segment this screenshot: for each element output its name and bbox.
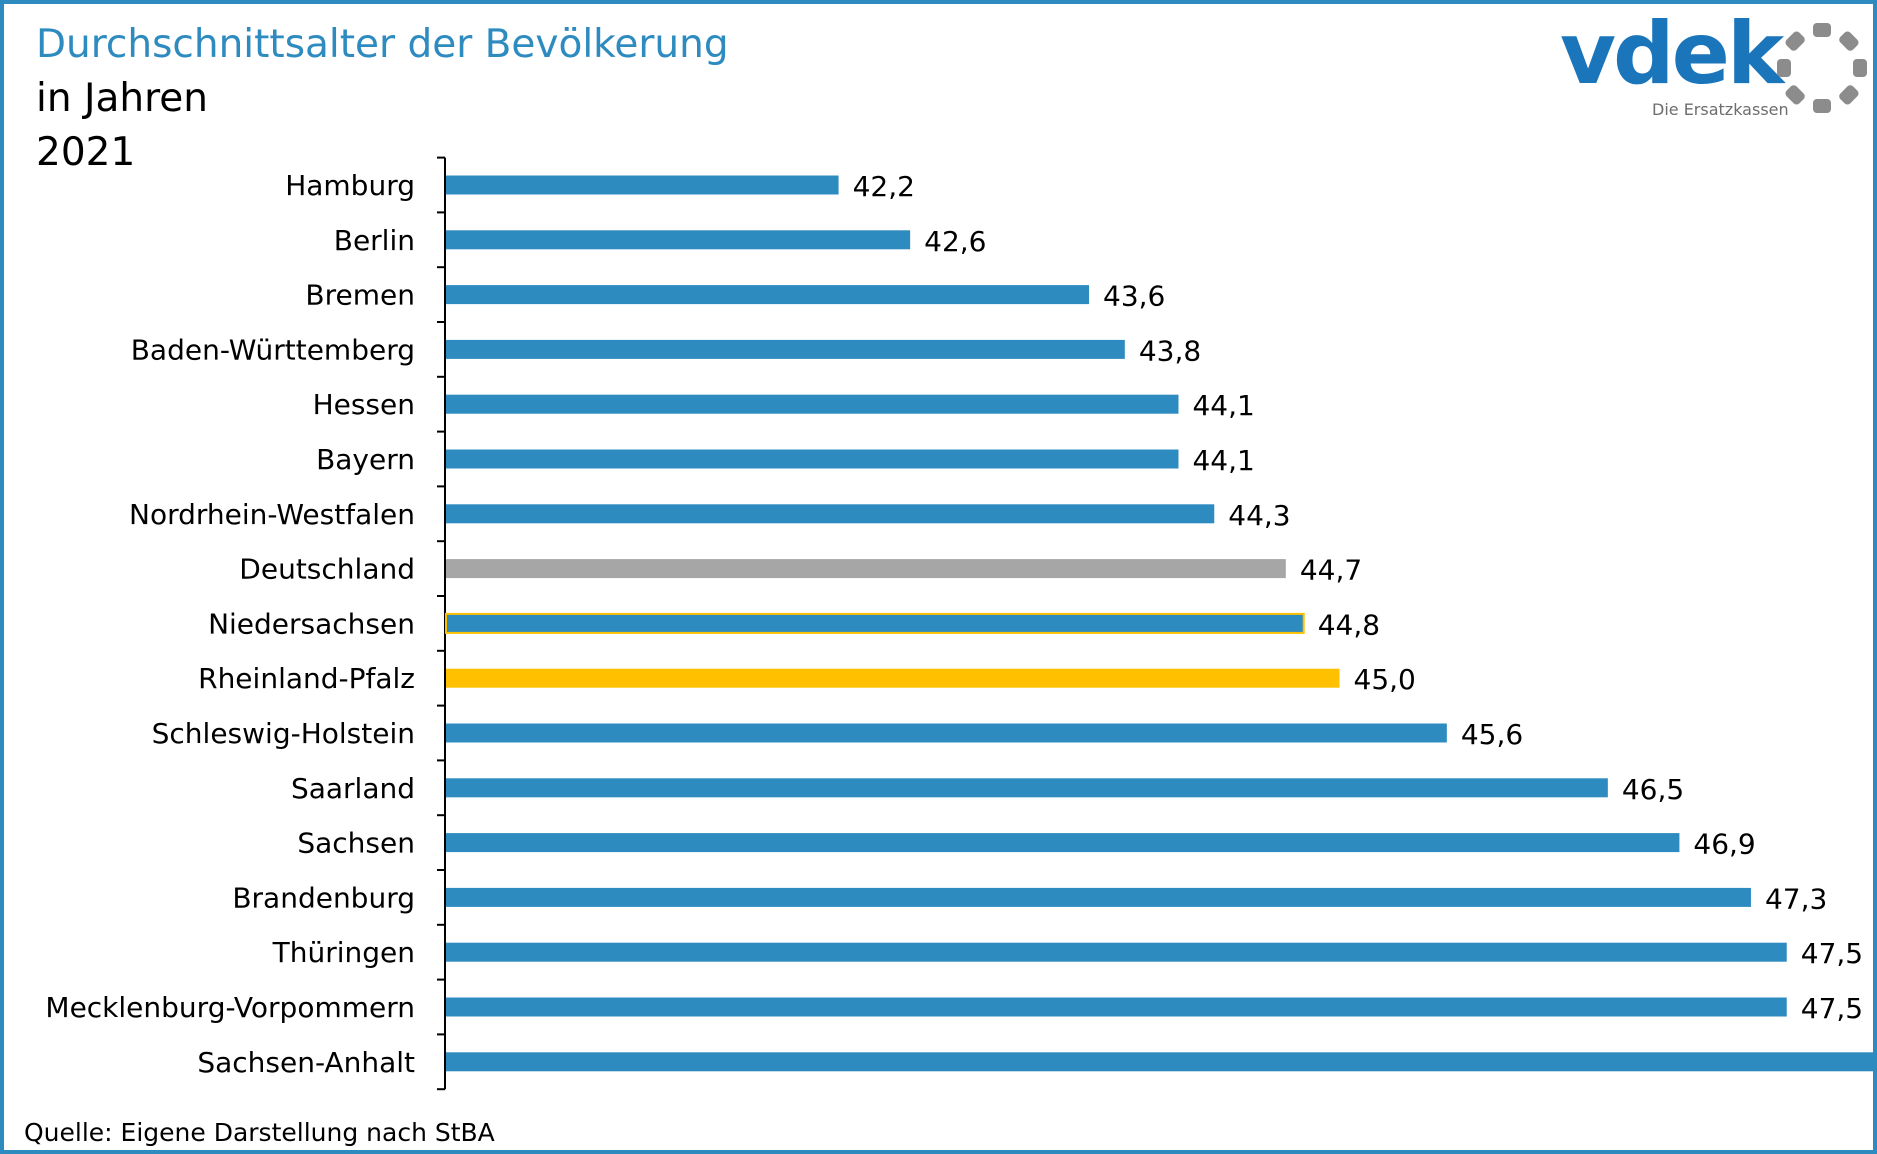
category-label: Rheinland-Pfalz	[198, 662, 415, 695]
value-label: 45,0	[1354, 663, 1416, 696]
value-label: 45,6	[1461, 718, 1523, 751]
category-label: Sachsen-Anhalt	[197, 1046, 415, 1079]
category-label: Brandenburg	[232, 881, 415, 914]
category-label: Hamburg	[285, 169, 415, 202]
bar-sachsen	[446, 833, 1680, 853]
category-label: Mecklenburg-Vorpommern	[45, 991, 415, 1024]
bar-chart: Hamburg 42,2 Berlin 42,6 Bremen 43,6 Baden-Wür…	[45, 156, 1873, 1091]
chart-title: Durchschnittsalter der Bevölkerung	[36, 22, 729, 67]
value-label: 42,6	[924, 225, 986, 258]
bar-mecklenburg-vorpommern	[446, 997, 1787, 1017]
category-label: Bremen	[305, 279, 415, 312]
ring-segment	[1777, 59, 1791, 77]
bar-bremen	[446, 285, 1090, 305]
category-label: Thüringen	[272, 936, 415, 969]
vdek-ring-icon	[1777, 23, 1867, 113]
ring-segment	[1813, 99, 1831, 113]
value-label: 46,5	[1622, 773, 1684, 806]
bar-nordrhein-westfalen	[446, 504, 1215, 524]
value-label: 44,3	[1228, 499, 1290, 532]
bar-thüringen	[446, 942, 1787, 962]
category-label: Bayern	[316, 443, 415, 476]
bar-sachsen-anhalt	[446, 1052, 1873, 1072]
logo-wordmark: vdek	[1560, 4, 1784, 104]
category-label: Sachsen	[297, 827, 415, 860]
bar-niedersachsen	[445, 612, 1305, 634]
ring-segment	[1839, 85, 1859, 105]
category-label: Hessen	[313, 388, 415, 421]
chart-year: 2021	[36, 130, 136, 175]
bar-rheinland-pfalz	[446, 668, 1340, 688]
bar-brandenburg	[446, 887, 1751, 907]
value-label: 47,5	[1801, 992, 1863, 1025]
value-label: 44,1	[1192, 444, 1254, 477]
value-label: 42,2	[853, 170, 915, 203]
value-label: 46,9	[1693, 828, 1755, 861]
bar-bayern	[446, 449, 1179, 469]
bar-schleswig-holstein	[446, 723, 1447, 743]
bar-hamburg	[446, 175, 839, 195]
bar-hessen	[446, 394, 1179, 414]
ring-segment	[1785, 85, 1805, 105]
chart-subtitle: in Jahren	[36, 76, 208, 121]
category-label: Deutschland	[239, 553, 415, 586]
bar-deutschland	[446, 559, 1286, 579]
bar-saarland	[446, 778, 1608, 798]
logo-tagline: Die Ersatzkassen	[1652, 100, 1789, 119]
value-label: 43,8	[1139, 334, 1201, 367]
category-label: Saarland	[291, 772, 415, 805]
category-label: Schleswig-Holstein	[152, 717, 415, 750]
value-label: 47,5	[1801, 937, 1863, 970]
source-note: Quelle: Eigene Darstellung nach StBA	[24, 1118, 495, 1147]
ring-segment	[1813, 23, 1831, 37]
category-label: Nordrhein-Westfalen	[129, 498, 415, 531]
ring-segment	[1785, 31, 1805, 51]
ring-segment	[1853, 59, 1867, 77]
bar-baden-württemberg	[446, 339, 1125, 359]
ring-segment	[1839, 31, 1859, 51]
bar-berlin	[446, 230, 911, 250]
value-label: 44,1	[1192, 389, 1254, 422]
value-label: 43,6	[1103, 280, 1165, 313]
value-label: 44,7	[1300, 554, 1362, 587]
value-label: 44,8	[1318, 608, 1380, 641]
category-label: Niedersachsen	[208, 607, 415, 640]
category-label: Baden-Württemberg	[131, 333, 415, 366]
value-label: 47,3	[1765, 882, 1827, 915]
category-label: Berlin	[334, 224, 415, 257]
vdek-logo: vdek Die Ersatzkassen	[1552, 4, 1872, 124]
